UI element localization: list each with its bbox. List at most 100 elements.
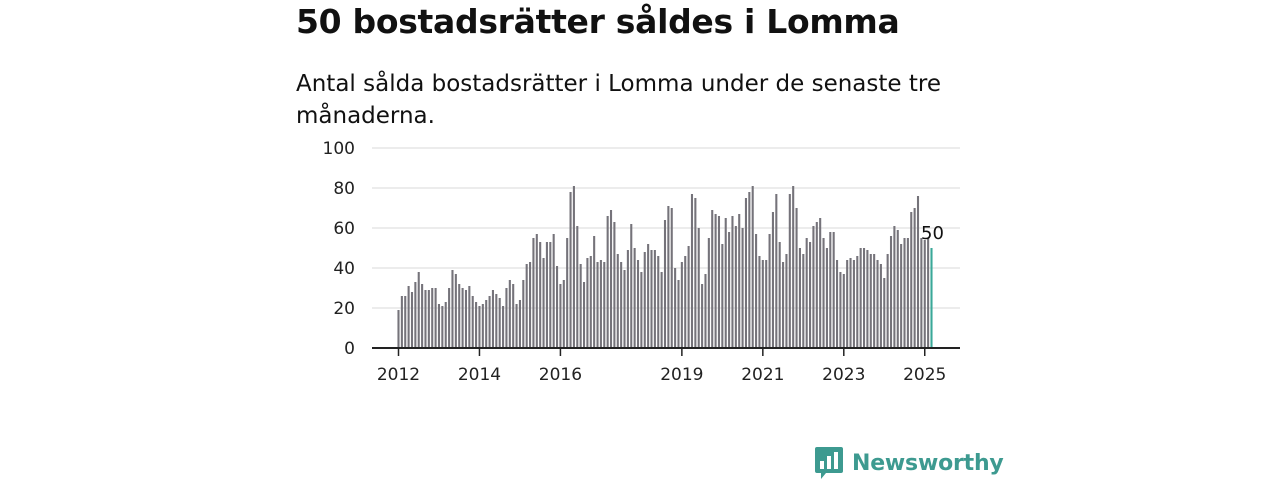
bar — [768, 234, 771, 348]
chart-bars — [397, 186, 933, 348]
y-tick-label: 40 — [333, 259, 355, 279]
bar — [593, 236, 596, 348]
bar — [441, 306, 444, 348]
brand-logo: Newsworthy — [814, 446, 1004, 480]
bar-chart: 0 20 40 60 80 100 2012 2014 2016 2019 2021 2023 2025… — [323, 139, 960, 385]
bar — [660, 272, 663, 348]
bar — [906, 238, 909, 348]
bar — [589, 256, 592, 348]
bar — [606, 216, 609, 348]
bar — [680, 262, 683, 348]
bar — [522, 280, 525, 348]
bar — [677, 280, 680, 348]
bar — [556, 266, 559, 348]
bar — [856, 256, 859, 348]
bar — [609, 210, 613, 348]
bar — [896, 230, 899, 348]
bar — [846, 260, 849, 348]
bar — [505, 288, 508, 348]
bar — [613, 222, 616, 348]
bar — [599, 260, 602, 348]
bar — [488, 296, 491, 348]
bar — [690, 194, 694, 348]
x-tick-label: 2014 — [458, 365, 501, 385]
bar — [431, 288, 434, 348]
bar — [717, 216, 721, 348]
bar — [552, 234, 555, 348]
bar — [444, 302, 447, 348]
bar — [829, 232, 832, 348]
bar — [410, 292, 414, 348]
bar — [562, 280, 565, 348]
bar — [832, 232, 835, 348]
bar — [836, 260, 839, 348]
bar — [913, 208, 916, 348]
bar — [778, 242, 781, 348]
bar — [694, 198, 697, 348]
bar — [502, 306, 505, 348]
y-tick-label: 60 — [333, 219, 355, 239]
bar — [471, 296, 474, 348]
bar — [620, 262, 623, 348]
bar — [397, 310, 400, 348]
bar — [927, 238, 930, 348]
x-tick-label: 2019 — [660, 365, 703, 385]
bar — [485, 300, 488, 348]
bar — [728, 232, 731, 348]
bar — [424, 290, 427, 348]
bar — [451, 270, 454, 348]
y-tick-label: 0 — [344, 339, 355, 359]
bar — [815, 222, 818, 348]
x-tick-label: 2025 — [903, 365, 946, 385]
bar — [579, 264, 582, 348]
bar — [559, 284, 562, 348]
bar — [866, 250, 869, 348]
x-tick-label: 2016 — [539, 365, 582, 385]
bar — [434, 288, 437, 348]
bar — [603, 262, 606, 348]
newsworthy-bar-chart-icon — [815, 447, 843, 479]
bar — [404, 296, 407, 348]
bar — [721, 244, 724, 348]
bar — [582, 282, 586, 348]
bar — [626, 250, 629, 348]
bar — [478, 306, 481, 348]
bar — [542, 258, 545, 348]
bar — [748, 192, 751, 348]
bar — [407, 286, 410, 348]
bar — [876, 260, 879, 348]
bar — [883, 278, 886, 348]
bar — [697, 228, 700, 348]
bar — [805, 238, 808, 348]
bar — [744, 198, 748, 348]
bar — [839, 272, 842, 348]
bar — [852, 260, 855, 348]
bar — [421, 284, 424, 348]
bar — [674, 268, 677, 348]
bar — [417, 272, 420, 348]
bar — [859, 248, 862, 348]
y-tick-label: 80 — [333, 179, 355, 199]
y-tick-label: 100 — [323, 139, 355, 159]
bar — [515, 304, 518, 348]
bar — [798, 248, 801, 348]
bar — [576, 226, 579, 348]
bar — [788, 194, 791, 348]
x-tick-label: 2021 — [741, 365, 784, 385]
bar — [889, 236, 893, 348]
bar — [802, 254, 805, 348]
bar — [518, 300, 521, 348]
bar — [755, 234, 758, 348]
bar — [765, 260, 768, 348]
x-tick-label: 2023 — [822, 365, 865, 385]
bar — [468, 286, 471, 348]
bar — [761, 260, 764, 348]
bar — [400, 296, 403, 348]
bar — [792, 186, 795, 348]
bar — [758, 256, 761, 348]
bar — [707, 238, 710, 348]
bar — [819, 218, 822, 348]
bar — [539, 242, 542, 348]
bar — [701, 284, 704, 348]
bar — [640, 272, 643, 348]
